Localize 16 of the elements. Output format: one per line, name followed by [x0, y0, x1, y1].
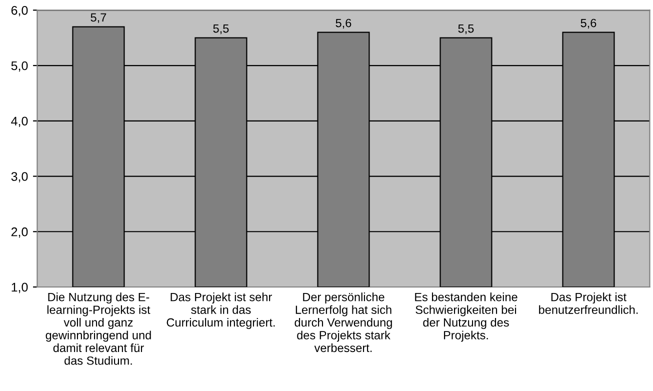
- y-tick-label: 1,0: [12, 282, 28, 294]
- y-tick-label: 2,0: [11, 227, 28, 238]
- x-tick-label: Der persönliche Lernerfolg hat sich durch Verwendung des Projekts stark verbessert.: [294, 292, 392, 352]
- y-tick-label: 6,0: [11, 6, 28, 16]
- x-tick-label: Es bestanden keine Schwierigkeiten bei der Nutzung des Projekts.: [415, 292, 518, 342]
- data-label: 5,7: [90, 13, 106, 24]
- y-tick-label: 3,0: [11, 172, 28, 182]
- data-label: 5,5: [213, 24, 229, 34]
- data-label: 5,6: [336, 18, 352, 29]
- x-tick-label: Die Nutzung des E- learning-Projekts ist voll und ganz gewinnbringend und damit relevant für das Studium.: [46, 292, 151, 365]
- x-tick-label: Das Projekt ist sehr stark in das Curriculum integriert.: [166, 292, 275, 329]
- data-label: 5,5: [458, 24, 474, 34]
- x-tick-label: Das Projekt ist benutzerfreundlich.: [539, 292, 638, 314]
- y-tick-label: 4,0: [11, 116, 28, 128]
- data-label: 5,6: [580, 18, 596, 29]
- y-tick-label: 5,0: [11, 61, 28, 72]
